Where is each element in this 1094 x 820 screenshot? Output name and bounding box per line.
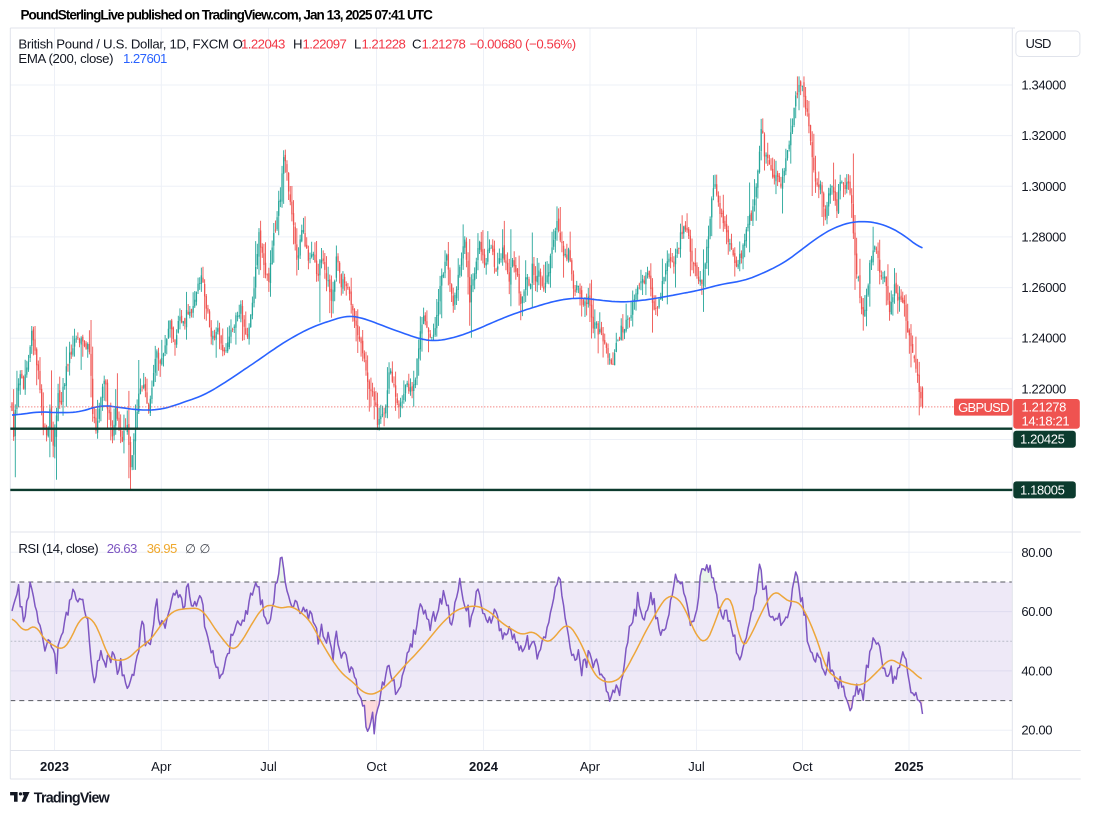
svg-text:∅: ∅	[200, 542, 211, 556]
svg-text:∅: ∅	[185, 542, 196, 556]
svg-text:Oct: Oct	[366, 759, 387, 774]
svg-text:36.95: 36.95	[147, 541, 177, 556]
svg-text:PoundSterlingLive published on: PoundSterlingLive published on TradingVi…	[21, 8, 434, 23]
svg-text:14:18:21: 14:18:21	[1022, 414, 1070, 429]
svg-text:1.34000: 1.34000	[1021, 78, 1066, 93]
svg-text:1.22000: 1.22000	[1021, 381, 1066, 396]
svg-text:1.24000: 1.24000	[1021, 331, 1066, 346]
svg-text:Jul: Jul	[260, 759, 277, 774]
svg-text:TradingView: TradingView	[34, 791, 111, 807]
svg-text:EMA (200, close): EMA (200, close)	[18, 51, 113, 66]
svg-text:1.32000: 1.32000	[1021, 128, 1066, 143]
svg-text:1.22043: 1.22043	[241, 37, 285, 52]
svg-text:1.30000: 1.30000	[1021, 179, 1066, 194]
svg-text:1.22097: 1.22097	[303, 37, 347, 52]
svg-text:GBPUSD: GBPUSD	[958, 400, 1009, 415]
svg-text:Oct: Oct	[792, 759, 813, 774]
svg-text:1.21278: 1.21278	[422, 37, 466, 52]
svg-text:H: H	[293, 37, 303, 52]
svg-text:Jul: Jul	[688, 759, 705, 774]
svg-text:1.27601: 1.27601	[123, 51, 167, 66]
svg-text:C: C	[412, 37, 422, 52]
svg-text:Apr: Apr	[151, 759, 172, 774]
svg-text:1.26000: 1.26000	[1021, 280, 1066, 295]
svg-text:1.18005: 1.18005	[1020, 482, 1065, 497]
svg-text:L: L	[354, 37, 361, 52]
svg-text:RSI (14, close): RSI (14, close)	[18, 541, 98, 556]
svg-text:−0.00680 (−0.56%): −0.00680 (−0.56%)	[470, 37, 576, 52]
svg-text:British Pound / U.S. Dollar, 1: British Pound / U.S. Dollar, 1D, FXCM	[18, 37, 228, 52]
svg-text:USD: USD	[1026, 36, 1051, 51]
svg-text:Apr: Apr	[580, 759, 601, 774]
svg-text:1.21278: 1.21278	[1022, 399, 1067, 414]
svg-text:1.28000: 1.28000	[1021, 229, 1066, 244]
svg-text:O: O	[233, 37, 243, 52]
svg-text:80.00: 80.00	[1021, 545, 1052, 560]
svg-text:1.21228: 1.21228	[362, 37, 406, 52]
svg-text:2024: 2024	[469, 759, 499, 774]
svg-text:20.00: 20.00	[1021, 723, 1052, 738]
svg-text:1.20425: 1.20425	[1020, 432, 1065, 447]
svg-text:2023: 2023	[40, 759, 69, 774]
svg-text:2025: 2025	[895, 759, 924, 774]
svg-text:40.00: 40.00	[1021, 663, 1052, 678]
svg-text:60.00: 60.00	[1021, 604, 1052, 619]
svg-text:26.63: 26.63	[107, 541, 137, 556]
